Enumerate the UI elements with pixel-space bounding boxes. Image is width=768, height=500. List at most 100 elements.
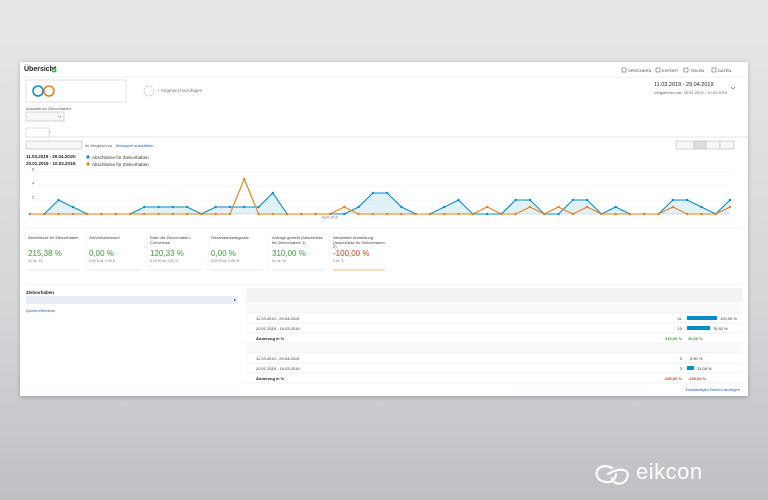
goal-nav-item[interactable]: Quellen/Medium xyxy=(26,308,56,313)
data-point xyxy=(685,212,689,216)
action-button[interactable]: EXPORT xyxy=(662,68,679,73)
action-icon xyxy=(683,67,689,73)
logo-mark xyxy=(595,465,629,485)
metric-value: 0,00 % xyxy=(89,249,114,258)
data-point xyxy=(257,205,260,209)
change-label: Änderung in % xyxy=(256,336,285,341)
data-point xyxy=(143,205,146,209)
data-point xyxy=(228,212,232,216)
data-point xyxy=(100,212,103,216)
row-count: 0 xyxy=(679,356,682,361)
data-point xyxy=(28,212,32,216)
data-point xyxy=(200,212,203,216)
date-caret xyxy=(730,86,736,90)
data-point xyxy=(443,205,446,209)
data-point xyxy=(57,198,60,202)
action-button[interactable]: SPEICHERN xyxy=(628,68,652,73)
granularity-button xyxy=(675,140,695,150)
metric-label: Zielvorhabenwert xyxy=(89,235,120,240)
data-point xyxy=(343,205,346,209)
segment-box xyxy=(25,79,127,103)
data-point xyxy=(343,212,346,216)
metric-label: Abschlüsse für Zielvorhaben xyxy=(28,235,79,240)
tab xyxy=(25,127,50,138)
data-point xyxy=(585,198,589,202)
data-point xyxy=(143,212,146,216)
data-point xyxy=(400,205,403,209)
data-point xyxy=(157,212,160,216)
data-point xyxy=(657,212,660,216)
row-period: 11.03.2019 - 29.04.2019 xyxy=(256,356,300,361)
data-point xyxy=(671,198,675,202)
metric-label: Rate der Zielvorhaben-Conversion xyxy=(150,235,191,245)
metric-select xyxy=(25,140,83,150)
data-point xyxy=(514,198,517,202)
metric-value: 0,00 % xyxy=(211,249,236,258)
metric-value: 120,33 % xyxy=(150,249,184,258)
row-pct: 100,00 % xyxy=(720,316,737,321)
data-point xyxy=(314,212,317,216)
series-line xyxy=(30,177,731,215)
action-icon xyxy=(621,67,627,73)
metric-value: 215,38 % xyxy=(28,249,62,258)
data-point xyxy=(557,212,560,216)
data-point xyxy=(128,212,132,216)
data-point xyxy=(643,212,646,216)
granularity-button xyxy=(693,140,707,150)
data-point xyxy=(85,212,89,216)
row-pct: 23,08 % xyxy=(696,366,712,371)
metric-compare: 0,00 $ vs. 0,00 $ xyxy=(89,259,115,263)
data-point xyxy=(728,198,732,202)
metric-value: 310,00 % xyxy=(272,249,306,258)
data-point xyxy=(185,212,189,216)
data-point xyxy=(614,205,617,209)
segment-ring xyxy=(32,85,44,97)
row-count: 10 xyxy=(677,326,682,331)
action-button[interactable]: TEILEN xyxy=(690,68,705,73)
series-line xyxy=(30,192,731,215)
change-label: Änderung in % xyxy=(256,376,285,381)
add-segment[interactable]: + Segment hinzufügen xyxy=(157,88,203,93)
change-count: -100,00 % xyxy=(663,376,682,381)
action-button[interactable]: DATEN xyxy=(718,68,732,73)
goal-select-box xyxy=(25,111,65,122)
change-count: 310,00 % xyxy=(665,336,682,341)
compare-link[interactable]: Messwert auswählen xyxy=(116,142,154,148)
date-current[interactable]: 11.03.2019 - 29.04.2019 xyxy=(654,82,714,88)
data-point xyxy=(700,212,703,216)
metric-compare: 0 vs. 3 xyxy=(333,259,344,263)
pct-bar xyxy=(687,316,717,320)
check-mark xyxy=(52,68,56,72)
metric-compare: 0,00 % vs. 0,00 % xyxy=(211,259,240,263)
data-point xyxy=(71,205,75,209)
report-panel xyxy=(20,62,748,396)
legend-swatch xyxy=(86,155,90,159)
data-point xyxy=(57,212,60,216)
y-tick-label: 6 xyxy=(32,167,35,172)
data-point xyxy=(571,198,575,202)
data-point xyxy=(371,191,375,195)
row-count: 41 xyxy=(677,316,682,321)
y-tick-label: 4 xyxy=(32,181,35,186)
data-point xyxy=(400,212,403,216)
data-point xyxy=(543,212,546,216)
data-point xyxy=(600,212,603,216)
data-point xyxy=(71,212,75,216)
data-point xyxy=(628,212,632,216)
data-point xyxy=(171,205,175,209)
pct-bar xyxy=(687,326,711,330)
data-point xyxy=(457,212,460,216)
row-pct: 0,00 % xyxy=(690,356,703,361)
full-report-link[interactable]: Vollständigen Bericht anzeigen xyxy=(685,387,740,392)
logo-text: eikcon xyxy=(636,459,703,484)
data-point xyxy=(571,212,575,216)
group-row xyxy=(246,303,742,313)
data-point xyxy=(157,205,160,209)
row-period: 20.01.2019 - 10.03.2019 xyxy=(256,366,300,371)
row-period: 11.03.2019 - 29.04.2019 xyxy=(256,316,300,321)
granularity-button xyxy=(705,140,721,150)
data-point xyxy=(528,205,532,209)
data-point xyxy=(285,212,289,216)
data-point xyxy=(114,212,117,216)
